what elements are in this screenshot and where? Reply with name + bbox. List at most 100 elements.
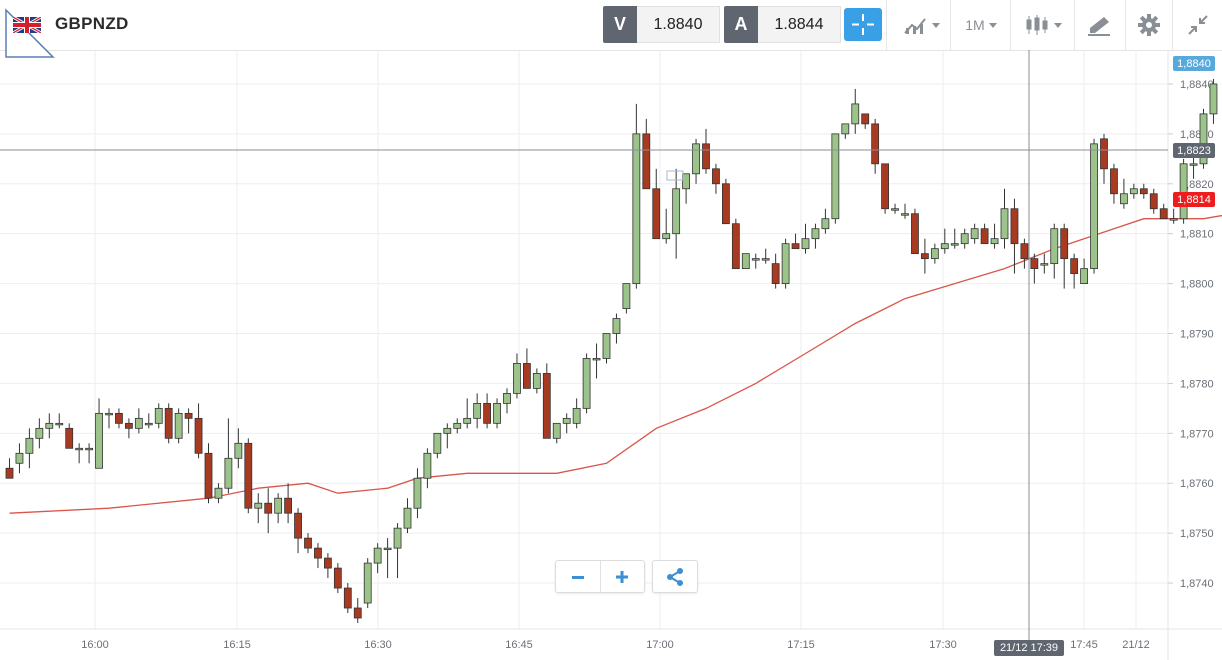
candle [433,432,442,459]
candle-up [1040,263,1049,266]
candle-up [602,333,611,359]
candle [1020,238,1029,269]
candle-up [383,547,392,551]
x-tick-label: 17:30 [929,639,957,651]
zoom-in-button[interactable] [601,561,645,592]
candle [632,103,641,289]
candle-up [443,427,452,434]
candle-down [871,123,880,165]
share-button[interactable] [652,560,698,593]
candle [801,223,810,254]
candle [323,553,332,579]
candle [1050,223,1059,279]
candle-up [85,447,93,451]
x-tick-label: 16:15 [223,639,251,651]
candle [542,363,551,439]
candle-up [612,318,621,334]
candle [881,163,889,214]
candle-down [911,213,919,255]
candle-up [990,238,999,245]
moving-average-line [9,214,1222,514]
collapse-button[interactable] [1180,6,1216,44]
candle [970,223,979,244]
candle [25,428,34,469]
candle-up [1090,143,1098,270]
candle-up [592,358,601,361]
cursor-price-badge: 1,8823 [1173,143,1215,158]
candle [15,443,24,474]
candle-up [582,358,591,409]
chart-type-button[interactable] [896,6,946,44]
candle [980,223,989,245]
candle-down [652,188,661,240]
x-tick-label: 17:15 [787,639,815,651]
candle [294,508,302,554]
candle [692,138,700,184]
candle [811,223,820,249]
candle [592,343,601,379]
candle [552,422,561,444]
candle-up [363,562,372,604]
candle [741,253,750,270]
candle [562,413,571,434]
candle-down [333,567,342,589]
sell-label[interactable]: V [603,6,637,43]
cursor-time-badge: 21/12 17:39 [994,640,1064,656]
candle [353,598,362,623]
candle-up [851,103,860,125]
candle [304,533,312,554]
candles-icon [1026,15,1048,35]
candle [164,403,173,444]
candle [652,168,661,240]
candle [901,203,909,219]
drawing-button[interactable] [1080,6,1118,44]
y-tick-label: 1,8790 [1180,329,1214,341]
candle-up [622,283,631,309]
candle [343,583,352,614]
sell-price[interactable]: 1.8840 [637,6,720,43]
timeframe-dropdown[interactable]: 1M [958,6,1004,44]
candle-down [881,163,889,210]
buy-price[interactable]: 1.8844 [758,6,841,43]
chart-type-icon [904,18,926,34]
candle-up [1120,193,1128,205]
zoom-out-button[interactable] [556,561,601,592]
candle-down [264,502,273,514]
cursor-box [666,170,684,181]
candle-up [393,527,402,549]
candle-down [921,253,929,260]
top-toolbar: GBPNZD V 1.8840 A 1.8844 1M [0,0,1222,58]
candles-button[interactable] [1018,6,1068,44]
candle [144,413,153,429]
buy-label[interactable]: A [724,6,758,43]
candle [532,368,541,394]
candle [582,353,591,414]
timeframe-label: 1M [965,17,985,33]
candle-down [294,512,302,539]
candle [393,523,402,579]
price-chart[interactable]: 1,8840 1,8830 1,8820 1,8810 1,8800 1,8790 1,87… [0,50,1222,660]
candle [722,178,730,225]
candle [423,448,432,489]
crosshair-button[interactable] [844,8,882,41]
candle-up [562,417,571,424]
candles [5,78,1218,623]
candle [1010,198,1019,274]
candle-down [861,113,870,125]
candle [1209,78,1218,124]
candle-down [702,143,710,170]
candle-up [95,412,103,469]
candle-up [25,437,34,454]
candle-down [722,183,730,225]
candle-down [1070,258,1079,275]
candle [35,418,44,449]
settings-button[interactable] [1131,6,1167,44]
candle-up [45,422,54,429]
candle-up [423,452,432,479]
x-tick-label: 17:45 [1070,639,1098,651]
candle-up [632,133,641,284]
candle-down [323,557,332,569]
candle [960,228,969,249]
candle-down [980,228,989,245]
candle-up [463,417,472,424]
